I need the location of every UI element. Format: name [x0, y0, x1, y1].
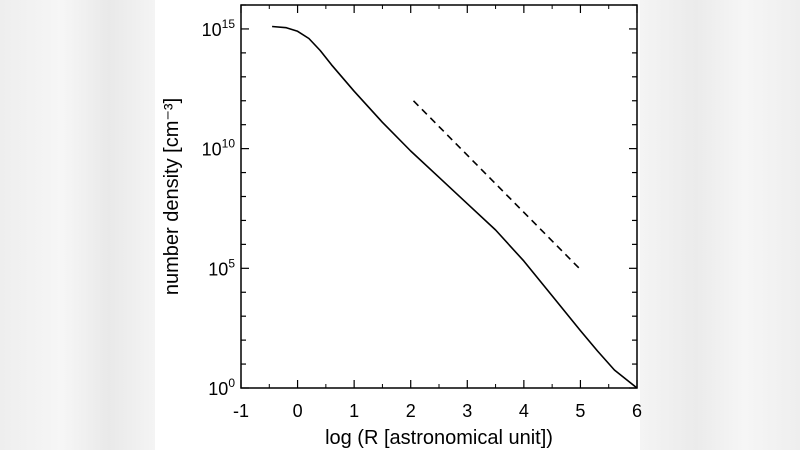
y-tick-label: 105 — [208, 256, 235, 279]
background-right — [640, 0, 800, 450]
data-series — [272, 25, 638, 389]
x-tick-label: 5 — [575, 401, 585, 421]
x-tick-label: 4 — [519, 401, 529, 421]
tick-marks — [240, 4, 638, 389]
x-tick-label: 3 — [462, 401, 472, 421]
x-tick-label: 1 — [349, 401, 359, 421]
y-tick-labels: 1015 1010 105 100 — [202, 17, 236, 399]
density-profile-line — [272, 25, 638, 389]
figure-panel — [155, 0, 640, 450]
x-tick-labels: -1 0 1 2 3 4 5 6 — [233, 401, 642, 421]
x-tick-label: 6 — [632, 401, 642, 421]
x-axis-title: log (R [astronomical unit]) — [325, 427, 553, 449]
x-tick-label: 2 — [406, 401, 416, 421]
x-tick-label: 0 — [293, 401, 303, 421]
plot-frame — [240, 4, 638, 389]
y-tick-label: 100 — [208, 376, 235, 399]
background-left — [0, 0, 155, 450]
y-tick-label: 1015 — [202, 17, 236, 40]
y-tick-label: 1010 — [202, 137, 236, 160]
dashed-reference-line — [412, 100, 581, 271]
x-tick-label: -1 — [233, 401, 249, 421]
y-axis-title: number density [cm⁻³] — [161, 98, 183, 295]
